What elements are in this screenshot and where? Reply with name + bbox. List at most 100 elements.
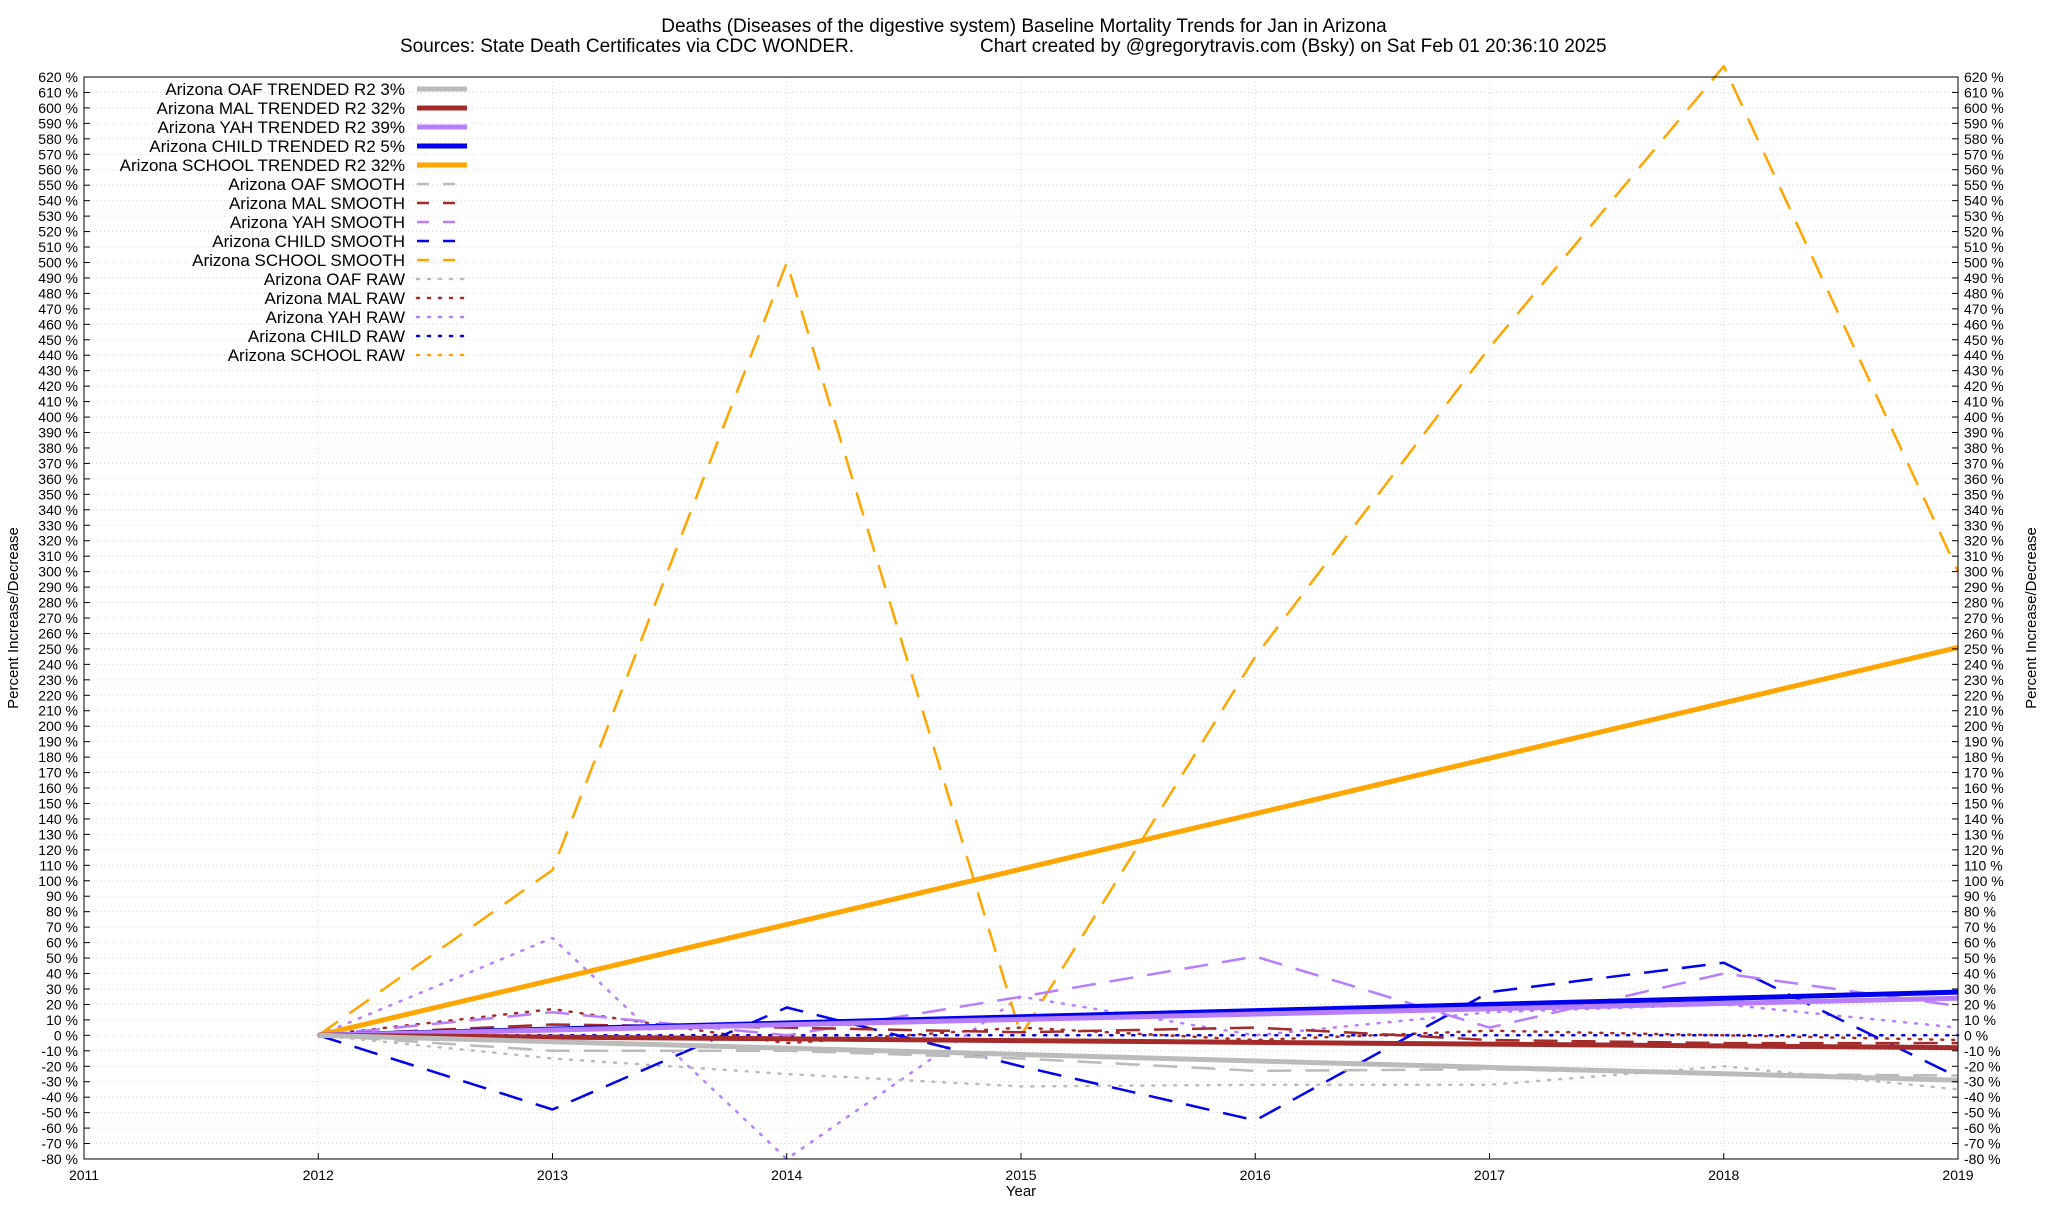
y-tick-label-left: 460 % bbox=[38, 316, 78, 332]
y-tick-label-right: 60 % bbox=[1964, 935, 1996, 951]
y-tick-label-left: 570 % bbox=[38, 146, 78, 162]
y-tick-label-right: 150 % bbox=[1964, 795, 2004, 811]
y-tick-label-left: 200 % bbox=[38, 718, 78, 734]
y-tick-label-right: 510 % bbox=[1964, 239, 2004, 255]
y-tick-label-left: 350 % bbox=[38, 486, 78, 502]
y-tick-label-left: 300 % bbox=[38, 564, 78, 580]
chart-subtitle-sources: Sources: State Death Certificates via CD… bbox=[400, 36, 854, 57]
y-tick-label-right: -20 % bbox=[1964, 1058, 2001, 1074]
y-tick-label-left: 240 % bbox=[38, 656, 78, 672]
y-tick-label-right: 530 % bbox=[1964, 208, 2004, 224]
y-tick-label-right: 20 % bbox=[1964, 996, 1996, 1012]
y-tick-label-left: -20 % bbox=[41, 1058, 78, 1074]
y-tick-label-left: 40 % bbox=[46, 966, 78, 982]
y-tick-label-right: 400 % bbox=[1964, 409, 2004, 425]
y-tick-label-left: 270 % bbox=[38, 610, 78, 626]
y-tick-label-left: 370 % bbox=[38, 455, 78, 471]
series-line bbox=[318, 1032, 1959, 1051]
y-tick-label-left: 470 % bbox=[38, 301, 78, 317]
y-tick-label-left: 150 % bbox=[38, 795, 78, 811]
y-tick-label-right: 90 % bbox=[1964, 888, 1996, 904]
y-tick-label-left: 210 % bbox=[38, 703, 78, 719]
y-axis-label-left: Percent Increase/Decrease bbox=[5, 527, 22, 709]
legend-label: Arizona CHILD RAW bbox=[248, 327, 405, 346]
series-line bbox=[317, 1034, 1960, 1091]
y-tick-label-right: 600 % bbox=[1964, 100, 2004, 116]
y-tick-label-left: 480 % bbox=[38, 285, 78, 301]
y-tick-label-right: -40 % bbox=[1964, 1089, 2001, 1105]
legend-label: Arizona YAH TRENDED R2 39% bbox=[157, 118, 405, 137]
y-tick-label-right: 0 % bbox=[1964, 1027, 1988, 1043]
y-tick-label-right: 430 % bbox=[1964, 363, 2004, 379]
y-tick-label-right: 80 % bbox=[1964, 904, 1996, 920]
chart-subtitle-credit: Chart created by @gregorytravis.com (Bsk… bbox=[980, 36, 1607, 57]
y-tick-label-right: -80 % bbox=[1964, 1151, 2001, 1167]
y-tick-label-right: 320 % bbox=[1964, 533, 2004, 549]
x-tick-label: 2014 bbox=[771, 1167, 802, 1183]
legend-label: Arizona YAH SMOOTH bbox=[230, 213, 405, 232]
y-tick-label-left: 260 % bbox=[38, 625, 78, 641]
y-tick-label-left: 110 % bbox=[39, 857, 78, 873]
y-tick-label-right: 140 % bbox=[1964, 811, 2004, 827]
y-tick-label-left: 530 % bbox=[38, 208, 78, 224]
y-tick-label-right: 160 % bbox=[1964, 780, 2004, 796]
y-tick-label-right: 220 % bbox=[1964, 687, 2004, 703]
y-tick-label-right: 450 % bbox=[1964, 332, 2004, 348]
legend-label: Arizona CHILD SMOOTH bbox=[212, 232, 405, 251]
y-tick-label-right: 540 % bbox=[1964, 193, 2004, 209]
y-tick-label-left: 30 % bbox=[46, 981, 78, 997]
y-tick-label-right: 260 % bbox=[1964, 625, 2004, 641]
y-tick-label-left: 620 % bbox=[38, 69, 78, 85]
x-tick-label: 2012 bbox=[303, 1167, 334, 1183]
y-tick-label-left: -80 % bbox=[41, 1151, 78, 1167]
y-tick-label-right: 420 % bbox=[1964, 378, 2004, 394]
series-line bbox=[317, 936, 1960, 1161]
legend-label: Arizona OAF SMOOTH bbox=[228, 175, 405, 194]
y-tick-label-left: 440 % bbox=[38, 347, 78, 363]
y-tick-label-right: 560 % bbox=[1964, 162, 2004, 178]
y-tick-label-left: 340 % bbox=[38, 502, 78, 518]
y-tick-label-right: 470 % bbox=[1964, 301, 2004, 317]
x-axis-label: Year bbox=[1006, 1183, 1036, 1200]
y-tick-label-left: 90 % bbox=[46, 888, 78, 904]
y-tick-label-left: -40 % bbox=[41, 1089, 78, 1105]
y-tick-label-right: -60 % bbox=[1964, 1120, 2001, 1136]
y-tick-label-left: 80 % bbox=[46, 904, 78, 920]
y-tick-label-left: 560 % bbox=[38, 162, 78, 178]
y-tick-label-left: 420 % bbox=[38, 378, 78, 394]
y-tick-label-left: 140 % bbox=[38, 811, 78, 827]
y-tick-label-left: 540 % bbox=[38, 193, 78, 209]
y-tick-label-right: 360 % bbox=[1964, 471, 2004, 487]
y-axis-label-right: Percent Increase/Decrease bbox=[2023, 527, 2040, 709]
series-line bbox=[318, 1032, 1959, 1083]
y-tick-label-right: 490 % bbox=[1964, 270, 2004, 286]
y-tick-label-right: 210 % bbox=[1964, 703, 2004, 719]
y-tick-label-left: -50 % bbox=[41, 1105, 78, 1121]
y-tick-label-right: 290 % bbox=[1964, 579, 2004, 595]
y-tick-label-left: 170 % bbox=[38, 765, 78, 781]
x-tick-label: 2017 bbox=[1474, 1167, 1505, 1183]
y-tick-label-right: 340 % bbox=[1964, 502, 2004, 518]
y-tick-label-right: 50 % bbox=[1964, 950, 1996, 966]
y-tick-label-right: 230 % bbox=[1964, 672, 2004, 688]
series-layer bbox=[317, 64, 1960, 1161]
y-tick-label-left: 450 % bbox=[38, 332, 78, 348]
y-tick-label-right: 500 % bbox=[1964, 254, 2004, 270]
series-line bbox=[318, 1023, 1958, 1045]
y-tick-label-left: 510 % bbox=[38, 239, 78, 255]
chart-title: Deaths (Diseases of the digestive system… bbox=[661, 16, 1387, 37]
y-tick-label-left: 490 % bbox=[38, 270, 78, 286]
y-tick-label-right: 100 % bbox=[1964, 873, 2004, 889]
y-tick-label-right: 130 % bbox=[1964, 826, 2004, 842]
y-tick-label-left: 520 % bbox=[38, 224, 78, 240]
x-tick-label: 2019 bbox=[1942, 1167, 1973, 1183]
x-tick-label: 2013 bbox=[537, 1167, 568, 1183]
y-tick-label-left: 310 % bbox=[38, 548, 78, 564]
legend-label: Arizona YAH RAW bbox=[265, 308, 405, 327]
y-tick-label-right: 70 % bbox=[1964, 919, 1996, 935]
y-tick-label-right: -10 % bbox=[1964, 1043, 2001, 1059]
y-tick-label-right: 180 % bbox=[1964, 749, 2004, 765]
y-tick-label-left: 430 % bbox=[38, 363, 78, 379]
